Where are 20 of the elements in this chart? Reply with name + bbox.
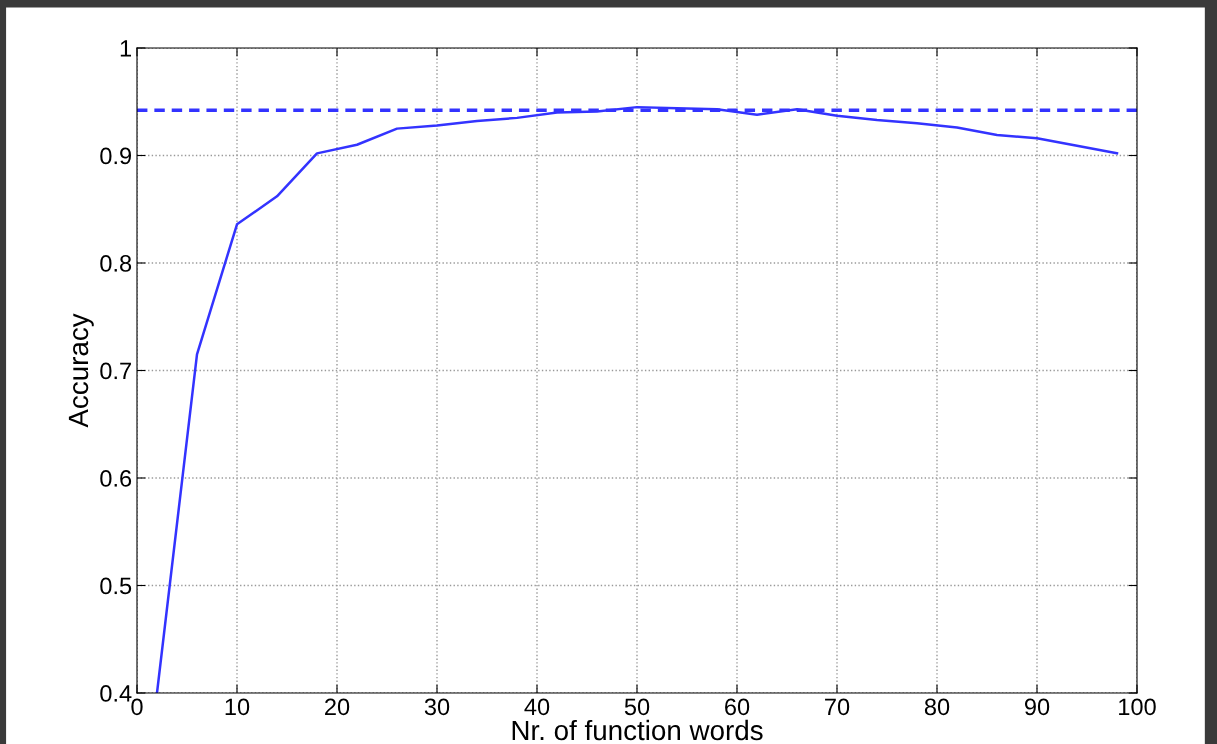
x-tick-label: 30 <box>424 698 450 716</box>
x-tick-label: 80 <box>924 698 950 716</box>
x-tick-label: 10 <box>225 698 250 716</box>
x-axis-title: Nr. of function words <box>512 719 763 741</box>
x-tick-label: 100 <box>1119 698 1156 716</box>
x-tick-label: 50 <box>624 698 650 716</box>
y-tick-label: 0.9 <box>100 147 132 165</box>
x-tick-label: 70 <box>825 698 850 716</box>
x-tick-label: 60 <box>725 698 750 716</box>
y-axis-title: Accuracy <box>68 313 94 428</box>
x-tick-label: 90 <box>1024 698 1050 716</box>
y-tick-label: 0.5 <box>100 577 132 595</box>
x-tick-label: 20 <box>325 698 350 716</box>
y-tick-label: 0.8 <box>100 255 132 272</box>
x-tick-label: 0 <box>131 698 143 716</box>
y-tick-label: 0.7 <box>100 362 131 380</box>
y-tick-label: 0.6 <box>100 470 132 487</box>
y-tick-label: 0.4 <box>100 685 132 702</box>
x-tick-label: 40 <box>524 698 550 716</box>
y-tick-label: 1 <box>120 40 131 57</box>
